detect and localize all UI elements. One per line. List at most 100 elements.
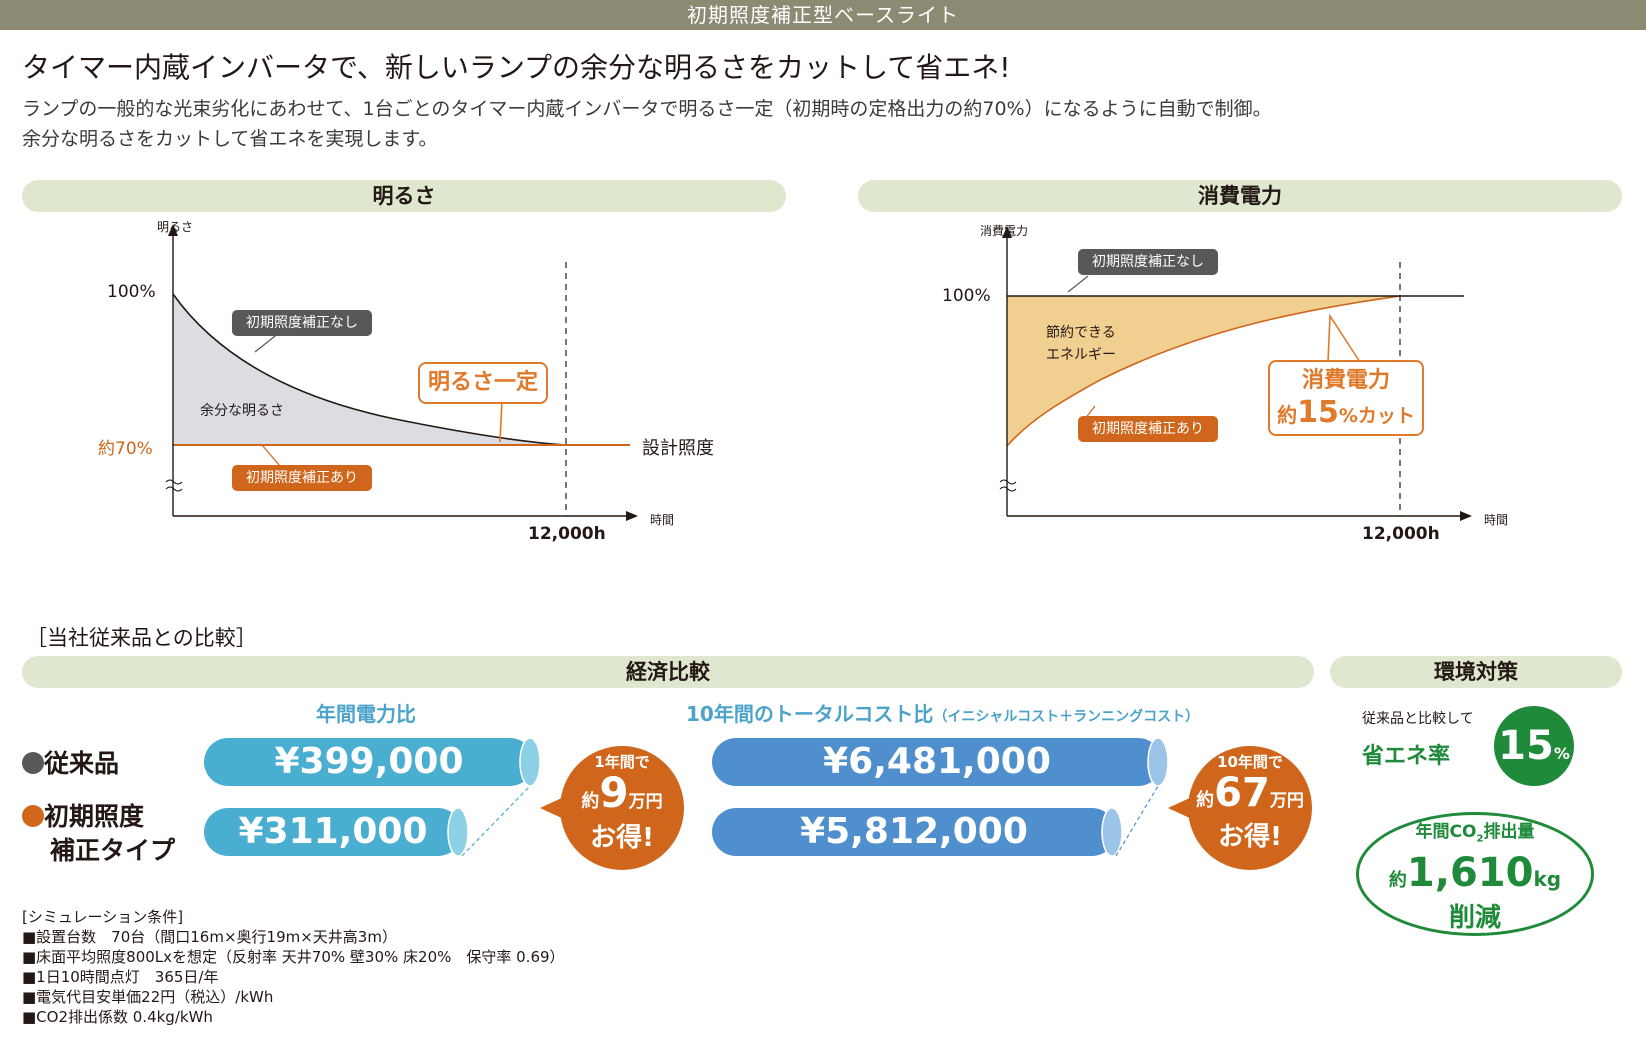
saved-energy-label-1: 節約できる bbox=[1046, 325, 1116, 341]
saving-rate-number: 15 bbox=[1498, 723, 1554, 769]
saving-rate-unit: % bbox=[1553, 744, 1570, 763]
excess-brightness-area bbox=[173, 294, 566, 445]
tag-with-correction: 初期照度補正あり bbox=[1078, 416, 1218, 442]
co2-title-sub: 2 bbox=[1476, 833, 1484, 845]
badge2-pre: 約 bbox=[1196, 790, 1215, 811]
co2-title-1: 年間CO bbox=[1415, 822, 1477, 842]
badge1-pointer bbox=[540, 796, 566, 820]
badge1-num: 9 bbox=[599, 768, 629, 817]
condition-line: ■設置台数 70台（間口16m×奥行19m×天井高3m） bbox=[22, 928, 397, 946]
diff-guide bbox=[1115, 785, 1159, 857]
badge2-bottom: お得! bbox=[1218, 822, 1282, 852]
badge1-unit: 万円 bbox=[628, 792, 663, 812]
saving-rate-label: 省エネ率 bbox=[1362, 744, 1451, 769]
axis-break-mark bbox=[999, 479, 1017, 492]
total-corrected-value: ¥5,812,000 bbox=[800, 811, 1028, 852]
bar-annual-conventional bbox=[204, 738, 534, 786]
condition-line: ■CO2排出係数 0.4kg/kWh bbox=[22, 1008, 213, 1026]
power-tick-100: 100% bbox=[942, 286, 991, 306]
description-line-1: ランプの一般的な光束劣化にあわせて、1台ごとのタイマー内蔵インバータで明るさ一定… bbox=[22, 98, 1272, 120]
power-y-label: 消費電力 bbox=[980, 224, 1029, 238]
bar-end-cap bbox=[1101, 807, 1123, 857]
badge2-text: 10年間で 約67万円 お得! bbox=[1188, 752, 1312, 852]
badge1-pre: 約 bbox=[581, 791, 600, 812]
brightness-y-label: 明るさ bbox=[157, 220, 194, 234]
badge1-circle bbox=[560, 746, 684, 870]
co2-number: 1,610 bbox=[1406, 850, 1534, 897]
power-chart-title: 消費電力 bbox=[858, 180, 1622, 212]
co2-title: 年間CO2排出量 bbox=[1359, 821, 1591, 850]
top-banner: 初期照度補正型ベースライト bbox=[0, 0, 1646, 30]
row-corrected-label-1: 初期照度 bbox=[44, 802, 145, 831]
co2-reduction-badge: 年間CO2排出量 約1,610kg 削減 bbox=[1356, 812, 1594, 936]
excess-brightness-label: 余分な明るさ bbox=[200, 403, 284, 419]
power-cut-prefix: 約 bbox=[1277, 403, 1298, 427]
callout-pointer bbox=[1327, 313, 1361, 363]
brightness-x-tick: 12,000h bbox=[528, 524, 606, 544]
total-cost-title: 10年間のトータルコスト比 bbox=[686, 702, 934, 726]
badge2-pointer bbox=[1168, 796, 1194, 820]
saved-energy-area bbox=[1007, 296, 1400, 446]
x-axis-arrow bbox=[626, 511, 638, 521]
power-x-tick: 12,000h bbox=[1362, 524, 1440, 544]
condition-line: ■床面平均照度800Lxを想定（反射率 天井70% 壁30% 床20% 保守率 … bbox=[22, 948, 565, 966]
callout-pointer bbox=[499, 399, 503, 443]
corrected-power-curve bbox=[1006, 295, 1401, 447]
economic-comparison-title: 経済比較 bbox=[22, 656, 1314, 688]
badge2-top: 10年間で bbox=[1217, 753, 1283, 771]
bar-end-cap bbox=[519, 737, 541, 787]
bar-total-corrected bbox=[712, 808, 1116, 856]
row-conventional: 従来品 bbox=[22, 744, 119, 780]
row-conventional-label: 従来品 bbox=[44, 749, 120, 778]
total-conventional-value: ¥6,481,000 bbox=[823, 741, 1051, 782]
tag-without-correction: 初期照度補正なし bbox=[232, 310, 372, 336]
co2-title-2: 排出量 bbox=[1483, 822, 1535, 842]
bar-total-conventional bbox=[712, 738, 1162, 786]
cost-cylinders bbox=[204, 737, 1312, 870]
badge2-circle bbox=[1188, 746, 1312, 870]
bar-end-cap bbox=[447, 807, 469, 857]
condition-line: ■1日10時間点灯 365日/年 bbox=[22, 968, 219, 986]
tag-with-pointer bbox=[261, 444, 281, 467]
co2-bottom: 削減 bbox=[1448, 903, 1501, 934]
badge2-unit: 万円 bbox=[1269, 791, 1304, 811]
design-illuminance-label: 設計照度 bbox=[642, 438, 714, 459]
diff-guide bbox=[461, 785, 531, 857]
brightness-constant-callout: 明るさ一定 bbox=[418, 362, 548, 404]
environment-title: 環境対策 bbox=[1330, 656, 1622, 688]
comparison-section-label: ［当社従来品との比較］ bbox=[26, 626, 257, 650]
conditions-title: [シミュレーション条件] bbox=[22, 908, 184, 926]
uncorrected-curve bbox=[172, 293, 567, 446]
annual-conventional-value: ¥399,000 bbox=[274, 741, 464, 782]
brightness-chart bbox=[165, 224, 638, 521]
x-axis-arrow bbox=[1460, 511, 1472, 521]
saved-energy-label-2: エネルギー bbox=[1046, 347, 1116, 363]
headline: タイマー内蔵インバータで、新しいランプの余分な明るさをカットして省エネ! bbox=[22, 51, 1011, 84]
row-corrected: 初期照度 補正タイプ bbox=[22, 800, 175, 868]
badge1-top: 1年間で bbox=[594, 753, 650, 771]
badge1-bottom: お得! bbox=[590, 823, 654, 853]
saved-energy-label: 節約できる エネルギー bbox=[1046, 322, 1116, 366]
saving-rate-badge: 15% bbox=[1494, 706, 1574, 786]
brightness-tick-100: 100% bbox=[107, 282, 156, 302]
power-cut-number: 15 bbox=[1297, 395, 1339, 430]
co2-pre: 約 bbox=[1388, 870, 1407, 892]
brightness-x-label: 時間 bbox=[650, 513, 675, 527]
bar-end-cap bbox=[1147, 737, 1169, 787]
annual-power-title: 年間電力比 bbox=[316, 702, 416, 726]
power-chart bbox=[999, 226, 1472, 521]
condition-line: ■電気代目安単価22円（税込）/kWh bbox=[22, 988, 274, 1006]
brightness-tick-70: 約70% bbox=[98, 439, 153, 459]
badge1-text: 1年間で 約9万円 お得! bbox=[560, 752, 684, 853]
bar-annual-corrected bbox=[204, 808, 462, 856]
row-corrected-label-2: 補正タイプ bbox=[50, 836, 176, 865]
tag-with-correction: 初期照度補正あり bbox=[232, 465, 372, 491]
badge2-num: 67 bbox=[1214, 770, 1270, 816]
power-x-label: 時間 bbox=[1484, 513, 1509, 527]
power-cut-line2: 約15%カット bbox=[1270, 396, 1422, 434]
total-cost-subtitle: （イニシャルコスト＋ランニングコスト） bbox=[933, 709, 1200, 725]
power-cut-suffix: %カット bbox=[1338, 405, 1415, 427]
power-cut-line1: 消費電力 bbox=[1301, 368, 1390, 393]
y-axis-arrow bbox=[168, 224, 178, 236]
conventional-dot-icon bbox=[22, 752, 44, 774]
